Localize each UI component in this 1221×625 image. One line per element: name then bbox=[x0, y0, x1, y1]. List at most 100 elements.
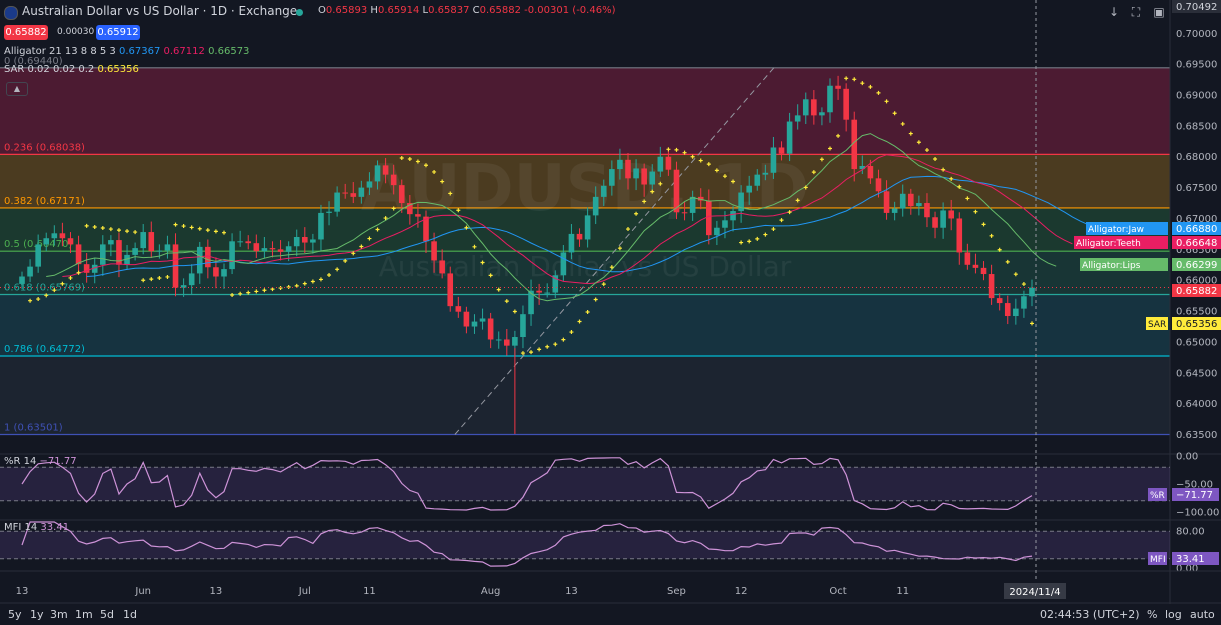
sell-button[interactable]: 0.65882 bbox=[4, 25, 48, 40]
sell-price: 0.65882 bbox=[5, 27, 47, 38]
alligator-teeth-line bbox=[62, 154, 1073, 285]
candle-body bbox=[689, 196, 696, 213]
sar-point bbox=[278, 286, 283, 291]
price-tick-label: 0.66500 bbox=[1176, 245, 1217, 256]
fib-trend-line[interactable] bbox=[454, 67, 775, 435]
price-tick-label: 0.63500 bbox=[1176, 430, 1217, 441]
clock[interactable]: 02:44:53 (UTC+2) bbox=[1040, 608, 1140, 621]
candle-body bbox=[75, 244, 82, 265]
range-1m[interactable]: 1m bbox=[75, 608, 93, 621]
candle-body bbox=[625, 159, 631, 179]
candle-body bbox=[326, 211, 332, 213]
candle-body bbox=[398, 185, 405, 204]
candle-body bbox=[423, 216, 429, 242]
candle-body bbox=[59, 233, 66, 239]
close-value: 0.65882 bbox=[479, 5, 521, 16]
alligator-legend[interactable]: Alligator 21 13 8 8 5 3 0.67367 0.67112 … bbox=[4, 46, 249, 57]
candle-body bbox=[916, 203, 922, 207]
candle-body bbox=[641, 168, 647, 185]
range-3m[interactable]: 3m bbox=[50, 608, 68, 621]
sar-point bbox=[1021, 282, 1026, 287]
change-value: -0.00301 (-0.46%) bbox=[524, 5, 616, 16]
collapse-legend-button[interactable]: ▲ bbox=[6, 82, 28, 96]
candle-body bbox=[956, 218, 963, 253]
current-date-tag bbox=[1004, 583, 1066, 599]
candle-body bbox=[568, 233, 575, 253]
candle-body bbox=[374, 165, 381, 182]
log-toggle[interactable]: log bbox=[1165, 608, 1182, 621]
sar-legend[interactable]: SAR 0.02 0.02 0.2 0.65356 bbox=[4, 64, 139, 75]
candle-body bbox=[213, 267, 219, 277]
price-tag-value-bg bbox=[1172, 222, 1221, 235]
mfi-legend[interactable]: MFI 14 33.41 bbox=[4, 522, 69, 533]
sar-point bbox=[44, 293, 49, 298]
download-icon[interactable]: ↓ bbox=[1108, 5, 1120, 19]
alligator-indicator[interactable] bbox=[46, 133, 1097, 302]
symbol-title[interactable]: Australian Dollar vs US Dollar · 1D · Ex… bbox=[22, 4, 298, 18]
range-5d[interactable]: 5d bbox=[100, 608, 114, 621]
sar-point bbox=[739, 240, 744, 245]
time-tick-label: 11 bbox=[896, 586, 909, 597]
candle-body bbox=[633, 168, 639, 179]
sar-point bbox=[391, 206, 396, 211]
time-tick-label: Sep bbox=[667, 586, 686, 597]
wr-legend[interactable]: %R 14 −71.77 bbox=[4, 456, 77, 467]
range-5y[interactable]: 5y bbox=[8, 608, 22, 621]
sar-point bbox=[900, 121, 905, 126]
alligator-teeth-value: 0.67112 bbox=[163, 46, 205, 57]
sar-point bbox=[698, 158, 703, 163]
candle-body bbox=[100, 244, 106, 265]
candle-body bbox=[940, 210, 946, 228]
candle-body bbox=[164, 244, 171, 251]
sar-point bbox=[836, 133, 841, 138]
time-tick-label: 13 bbox=[210, 586, 223, 597]
buy-button[interactable]: 0.65912 bbox=[96, 25, 140, 40]
sar-point bbox=[456, 208, 461, 213]
percent-toggle[interactable]: % bbox=[1147, 608, 1158, 621]
candle-body bbox=[1029, 287, 1035, 297]
sar-point bbox=[949, 176, 954, 181]
mfi-label: MFI 14 bbox=[4, 522, 38, 533]
sar-point bbox=[852, 77, 857, 82]
sar-point bbox=[884, 99, 889, 104]
candle-body bbox=[293, 236, 300, 247]
sar-point bbox=[165, 274, 170, 279]
range-1y[interactable]: 1y bbox=[30, 608, 44, 621]
sar-legend-value: 0.65356 bbox=[97, 64, 139, 75]
price-tag-value-bg bbox=[1172, 284, 1221, 297]
price-tick-label: 0.64500 bbox=[1176, 368, 1217, 379]
sar-point bbox=[375, 227, 380, 232]
auto-toggle[interactable]: auto bbox=[1190, 608, 1215, 621]
time-tick-label: Jun bbox=[134, 586, 151, 597]
fullscreen-icon[interactable]: ⛶ bbox=[1131, 5, 1141, 19]
sar-point bbox=[222, 230, 226, 235]
sar-indicator[interactable] bbox=[28, 76, 1034, 356]
sar-point bbox=[448, 191, 453, 196]
candle-body bbox=[883, 191, 890, 213]
sar-point bbox=[981, 222, 986, 227]
sar-point bbox=[76, 270, 81, 275]
sar-point bbox=[860, 81, 865, 86]
candle-body bbox=[891, 208, 898, 213]
sar-point bbox=[682, 150, 687, 155]
candle-body bbox=[479, 318, 486, 322]
high-value: 0.65914 bbox=[377, 5, 420, 16]
candle-body bbox=[754, 174, 761, 186]
range-1d[interactable]: 1d bbox=[123, 608, 137, 621]
time-tick-label: 11 bbox=[363, 586, 376, 597]
candles bbox=[19, 75, 1035, 434]
pane-tick-label: −100.00 bbox=[1176, 508, 1219, 519]
fib-level-label: 0 (0.69440) bbox=[4, 56, 63, 67]
price-axis[interactable]: 0.70000 0.69500 0.69000 0.68500 0.68000 0.675… bbox=[1169, 0, 1221, 604]
sar-point bbox=[133, 230, 138, 235]
sar-point bbox=[626, 227, 630, 232]
sar-point bbox=[722, 174, 727, 179]
candle-body bbox=[778, 147, 785, 154]
time-axis[interactable]: 13Jun13Jul11Aug13Sep12Oct11132024/11/4 bbox=[0, 570, 1221, 604]
williams-r-pane[interactable]: 0.00 −50.00 −100.00 %R −71.77 bbox=[0, 452, 1221, 519]
sar-point bbox=[997, 247, 1002, 252]
snapshot-icon[interactable]: ▣ bbox=[1153, 5, 1165, 19]
